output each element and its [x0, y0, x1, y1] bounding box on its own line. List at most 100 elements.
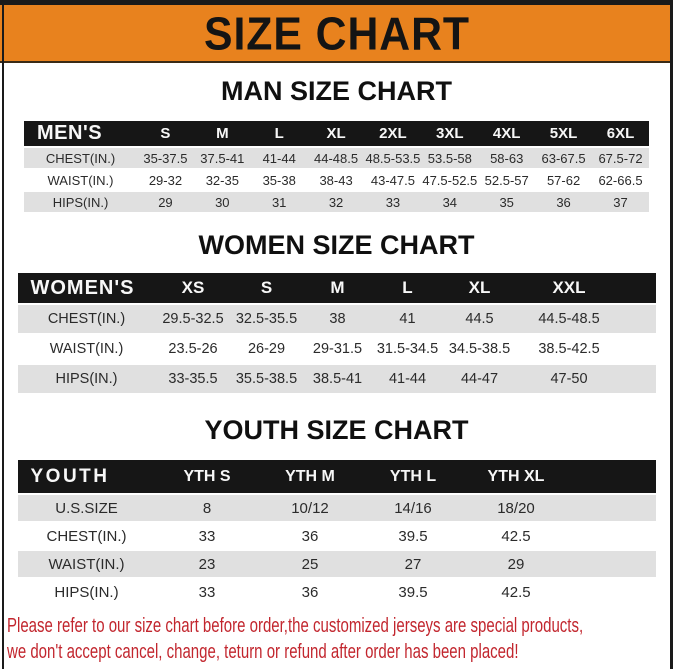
size-column-header: XL	[307, 121, 365, 146]
size-column-header: XXL	[516, 273, 622, 303]
measurement-row: CHEST(IN.) 33 36 39.5 42.5	[18, 523, 656, 549]
size-value: 32	[307, 192, 365, 212]
row-label: WAIST(IN.)	[49, 341, 124, 357]
size-column-header: 3XL	[421, 121, 479, 146]
row-label: WAIST(IN.)	[47, 172, 114, 188]
size-value: 33-35.5	[155, 365, 231, 393]
size-value: 38.5-42.5	[538, 341, 600, 357]
size-value: 44-48.5	[307, 148, 365, 168]
size-value: 34	[421, 192, 479, 212]
filler-cell	[568, 579, 656, 605]
size-column-header: L	[372, 273, 443, 303]
size-value: 47-50	[516, 365, 622, 393]
size-value: 25	[258, 551, 362, 577]
size-value: 35	[478, 192, 536, 212]
measurement-row: CHEST(IN.) 35-37.5 37.5-41 41-44 44-48.5 48.5…	[24, 148, 649, 168]
size-value: 33	[198, 527, 216, 545]
left-frame-line	[2, 0, 4, 669]
filler-cell	[621, 273, 656, 303]
row-label: HIPS(IN.)	[17, 365, 156, 393]
size-value: 35.5-38.5	[230, 365, 303, 393]
size-value: 23	[155, 551, 259, 577]
size-value: 37	[592, 192, 649, 212]
size-value: 35-38	[262, 172, 296, 188]
size-value: 31.5-34.5	[376, 341, 439, 357]
size-column-header: XL	[442, 273, 517, 303]
size-column-header: YTH S	[155, 460, 259, 493]
size-value: 14/16	[361, 495, 465, 521]
notice-line-1: Please refer to our size chart before or…	[7, 615, 584, 637]
size-value: 27	[361, 551, 465, 577]
youth-size-table: YOUTH YTH S YTH M YTH L YTH XL U.S.SIZE 8 10/12…	[17, 458, 656, 607]
size-value: 38-43	[319, 172, 353, 188]
measurement-row: WAIST(IN.) 23 25 27 29	[17, 551, 656, 577]
row-label: HIPS(IN.)	[54, 583, 119, 601]
row-label: WAIST(IN.)	[17, 551, 156, 577]
women-section-title: WOMEN SIZE CHART	[198, 230, 475, 260]
table-corner-label: YOUTH	[17, 460, 156, 493]
filler-cell	[621, 365, 656, 393]
size-value: 57-62	[546, 172, 581, 188]
size-value: 18/20	[464, 495, 568, 521]
size-value: 48.5-53.5	[364, 148, 422, 168]
size-value: 26-29	[247, 341, 286, 357]
size-value: 29	[137, 192, 194, 212]
size-column-header: 5XL	[535, 121, 592, 146]
size-value: 37.5-41	[193, 148, 251, 168]
row-label: CHEST(IN.)	[17, 305, 156, 333]
size-value: 36	[301, 527, 319, 545]
size-value: 29	[464, 551, 568, 577]
measurement-row: WAIST(IN.) 23.5-26 26-29 29-31.5 31.5-34.5 34…	[18, 335, 656, 363]
filler-cell	[567, 551, 656, 577]
measurement-row: HIPS(IN.) 29 30 31 32 33 34 35 36 37	[24, 192, 649, 212]
filler-cell	[567, 460, 656, 493]
size-column-header: M	[302, 273, 373, 303]
row-label: CHEST(IN.)	[46, 527, 127, 545]
size-value: 47.5-52.5	[422, 172, 478, 188]
size-value: 32-35	[205, 172, 239, 188]
size-table-header-row: YOUTH YTH S YTH M YTH L YTH XL	[17, 460, 656, 493]
size-column-header: 2XL	[364, 121, 422, 146]
size-value: 34.5-38.5	[448, 341, 511, 357]
banner: SIZE CHART	[0, 5, 673, 63]
size-value: 44.5-48.5	[516, 305, 622, 333]
size-value: 41	[372, 305, 443, 333]
size-chart-title: SIZE CHART	[203, 6, 470, 60]
size-column-header: S	[230, 273, 303, 303]
size-column-header: M	[193, 121, 251, 146]
size-value: 31	[250, 192, 308, 212]
row-label: CHEST(IN.)	[24, 148, 137, 168]
men-section-title: MAN SIZE CHART	[221, 76, 452, 106]
size-value: 29-31.5	[312, 341, 363, 357]
size-value: 52.5-57	[484, 172, 529, 188]
size-value: 42.5	[501, 527, 531, 545]
table-corner-label: WOMEN'S	[17, 273, 156, 303]
size-table-header-row: WOMEN'S XS S M L XL XXL	[17, 273, 656, 303]
size-value: 33	[198, 583, 216, 601]
size-value: 39.5	[398, 527, 428, 545]
size-value: 38	[302, 305, 373, 333]
filler-cell	[621, 305, 656, 333]
right-frame-line	[670, 0, 673, 669]
filler-cell	[567, 495, 656, 521]
measurement-row: U.S.SIZE 8 10/12 14/16 18/20	[17, 495, 656, 521]
size-value: 30	[193, 192, 251, 212]
size-value: 41-44	[250, 148, 308, 168]
filler-cell	[568, 523, 656, 549]
size-value: 41-44	[372, 365, 443, 393]
size-value: 38.5-41	[302, 365, 373, 393]
size-table-header-row: MEN'S S M L XL 2XL 3XL 4XL 5XL 6XL	[24, 121, 649, 146]
size-value: 29.5-32.5	[155, 305, 231, 333]
size-value: 44-47	[442, 365, 517, 393]
size-value: 32.5-35.5	[230, 305, 303, 333]
men-size-table: MEN'S S M L XL 2XL 3XL 4XL 5XL 6XL CHEST(IN.) 35-37…	[24, 119, 649, 214]
size-value: 8	[155, 495, 259, 521]
size-value: 35-37.5	[137, 148, 194, 168]
measurement-row: CHEST(IN.) 29.5-32.5 32.5-35.5 38 41 44.5 44.5…	[17, 305, 656, 333]
size-value: 63-67.5	[535, 148, 592, 168]
size-column-header: S	[137, 121, 194, 146]
size-value: 36	[535, 192, 592, 212]
size-value: 23.5-26	[168, 341, 218, 357]
measurement-row: WAIST(IN.) 29-32 32-35 35-38 38-43 43-47.5 47.…	[24, 170, 649, 190]
